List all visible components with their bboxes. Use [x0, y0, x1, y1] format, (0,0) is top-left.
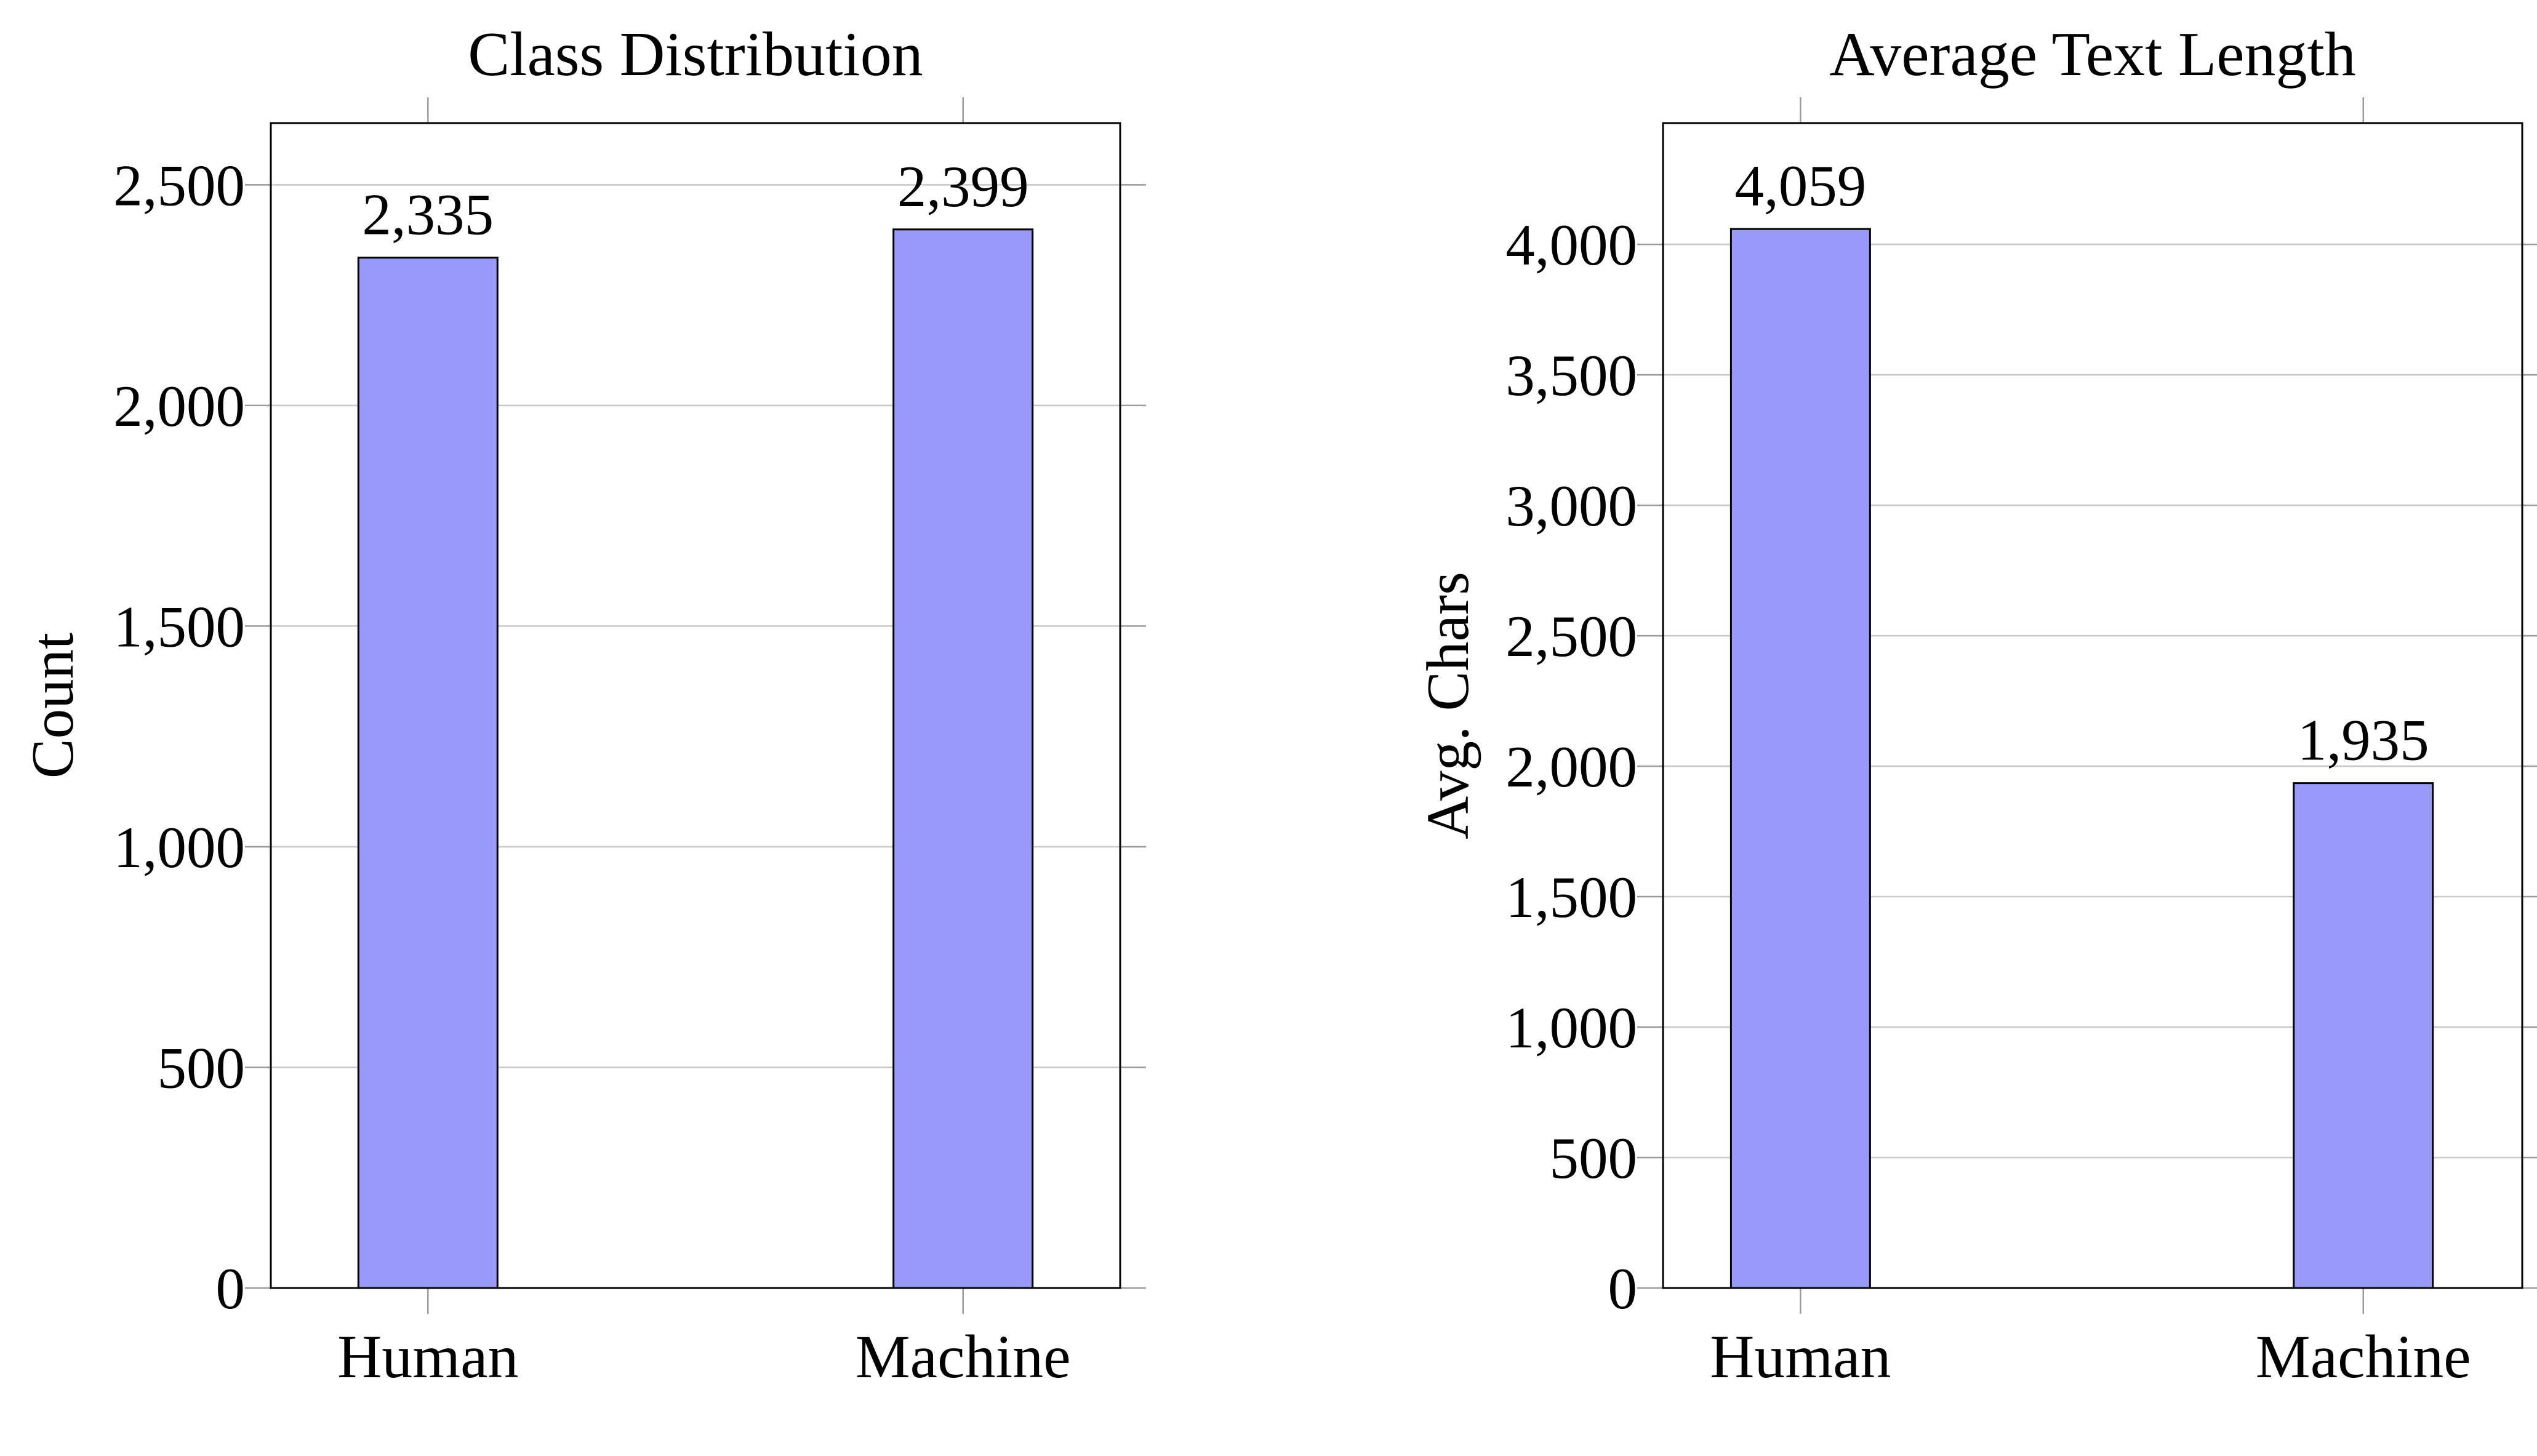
ytick-label: 500 [1550, 1126, 1638, 1191]
value-label: 2,399 [897, 154, 1029, 219]
ytick-label: 0 [216, 1256, 246, 1321]
value-label: 4,059 [1734, 153, 1866, 218]
chart-class-distribution: 0 500 1,000 1,500 2,000 2,500 2,335 2,399 Human M… [20, 20, 1146, 1391]
chart-average-text-length: 0 500 1,000 1,500 2,000 2,500 3,000 3,500 4,000 4… [1415, 20, 2537, 1391]
plot-area-border [1662, 122, 2523, 1289]
ytick-label: 2,500 [113, 153, 245, 218]
category-label-machine: Machine [856, 1322, 1071, 1391]
category-label-machine: Machine [2256, 1322, 2471, 1391]
value-label: 2,335 [362, 182, 494, 247]
ytick-label: 2,000 [113, 374, 245, 439]
ytick-label: 1,000 [113, 815, 245, 880]
bar-machine [2293, 782, 2434, 1289]
ytick-label: 4,000 [1505, 212, 1637, 278]
ytick-label: 2,500 [1505, 604, 1637, 669]
ytick-label: 3,500 [1505, 343, 1637, 408]
chart-title: Class Distribution [468, 20, 923, 89]
plot-area-border [270, 122, 1121, 1289]
category-label-human: Human [337, 1322, 518, 1391]
chart-title: Average Text Length [1829, 20, 2356, 89]
ytick-label: 1,500 [1505, 865, 1637, 930]
y-axis-label: Avg. Chars [1415, 572, 1481, 839]
bar-human [357, 257, 499, 1289]
value-label: 1,935 [2298, 708, 2429, 773]
ytick-label: 2,000 [1505, 734, 1637, 799]
ytick-label: 1,500 [113, 594, 245, 659]
ytick-label: 1,000 [1505, 995, 1637, 1060]
ytick-label: 500 [158, 1035, 246, 1100]
category-label-human: Human [1710, 1322, 1891, 1391]
bar-machine [892, 228, 1034, 1289]
ytick-label: 3,000 [1505, 473, 1637, 538]
ytick-label: 0 [1608, 1256, 1638, 1321]
y-axis-label: Count [20, 633, 86, 778]
bar-human [1729, 228, 1871, 1289]
